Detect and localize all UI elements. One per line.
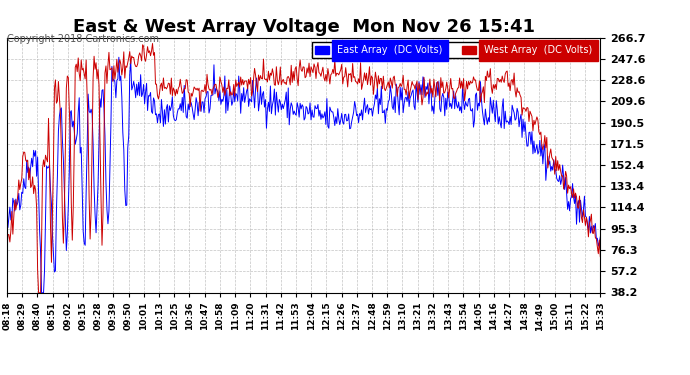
Title: East & West Array Voltage  Mon Nov 26 15:41: East & West Array Voltage Mon Nov 26 15:… xyxy=(72,18,535,36)
Line: West Array  (DC Volts): West Array (DC Volts) xyxy=(7,44,600,293)
West Array  (DC Volts) xyxy=(401,87,409,92)
Text: Copyright 2018 Cartronics.com: Copyright 2018 Cartronics.com xyxy=(7,34,159,44)
Line: East Array  (DC Volts): East Array (DC Volts) xyxy=(7,57,600,293)
East Array  (DC Volts) xyxy=(451,93,460,98)
West Array  (DC Volts) xyxy=(273,78,282,82)
East Array  (DC Volts) xyxy=(3,222,11,227)
Legend: East Array  (DC Volts), West Array  (DC Volts): East Array (DC Volts), West Array (DC Vo… xyxy=(312,42,595,58)
East Array  (DC Volts) xyxy=(37,291,46,295)
West Array  (DC Volts) xyxy=(451,91,460,96)
East Array  (DC Volts) xyxy=(157,97,166,102)
West Array  (DC Volts) xyxy=(148,41,157,46)
East Array  (DC Volts) xyxy=(109,79,117,83)
West Array  (DC Volts) xyxy=(3,251,11,255)
East Array  (DC Volts) xyxy=(115,55,123,60)
West Array  (DC Volts) xyxy=(34,291,43,295)
East Array  (DC Volts) xyxy=(596,235,604,239)
East Array  (DC Volts) xyxy=(273,100,282,105)
East Array  (DC Volts) xyxy=(355,120,363,125)
West Array  (DC Volts) xyxy=(596,254,604,259)
West Array  (DC Volts) xyxy=(109,79,117,84)
East Array  (DC Volts) xyxy=(401,96,409,100)
West Array  (DC Volts) xyxy=(157,81,166,86)
West Array  (DC Volts) xyxy=(355,76,363,81)
